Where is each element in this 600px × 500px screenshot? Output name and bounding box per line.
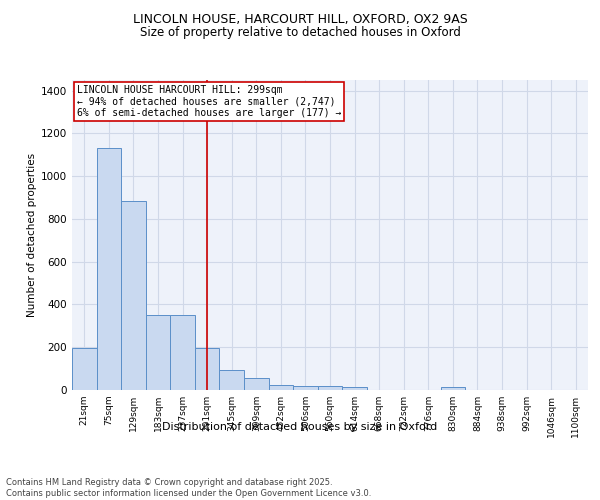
- Text: LINCOLN HOUSE HARCOURT HILL: 299sqm
← 94% of detached houses are smaller (2,747): LINCOLN HOUSE HARCOURT HILL: 299sqm ← 94…: [77, 84, 341, 118]
- Text: Distribution of detached houses by size in Oxford: Distribution of detached houses by size …: [163, 422, 437, 432]
- Text: LINCOLN HOUSE, HARCOURT HILL, OXFORD, OX2 9AS: LINCOLN HOUSE, HARCOURT HILL, OXFORD, OX…: [133, 12, 467, 26]
- Bar: [269, 386, 293, 390]
- Bar: [72, 348, 97, 390]
- Bar: [146, 315, 170, 390]
- Text: Contains HM Land Registry data © Crown copyright and database right 2025.
Contai: Contains HM Land Registry data © Crown c…: [6, 478, 371, 498]
- Bar: [342, 387, 367, 390]
- Text: Size of property relative to detached houses in Oxford: Size of property relative to detached ho…: [140, 26, 460, 39]
- Bar: [244, 378, 269, 390]
- Bar: [195, 348, 220, 390]
- Bar: [318, 386, 342, 390]
- Y-axis label: Number of detached properties: Number of detached properties: [27, 153, 37, 317]
- Bar: [97, 148, 121, 390]
- Bar: [440, 387, 465, 390]
- Bar: [293, 386, 318, 390]
- Bar: [121, 201, 146, 390]
- Bar: [220, 370, 244, 390]
- Bar: [170, 315, 195, 390]
